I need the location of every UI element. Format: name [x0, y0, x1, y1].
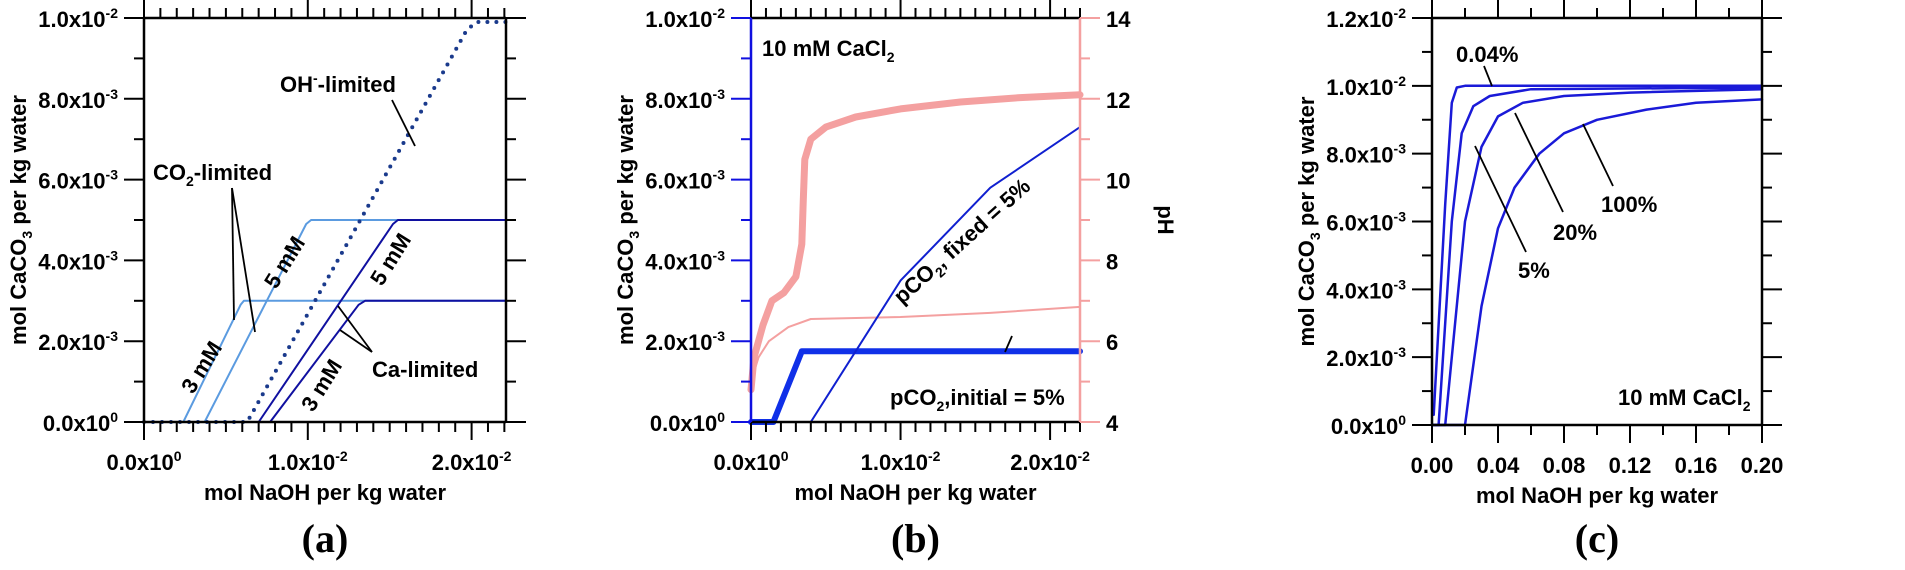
x-tick-label: 0.20: [1741, 453, 1784, 478]
y2-tick-label: 12: [1106, 88, 1130, 113]
x-tick-label: 0.08: [1543, 453, 1586, 478]
y-tick-label: 6.0x10-3: [38, 167, 118, 194]
series-line-20-: [1430, 87, 1764, 427]
panel-label: (c): [1575, 516, 1619, 561]
x-axis-title: mol NaOH per kg water: [204, 480, 447, 505]
x-tick-label: 0.00: [1411, 453, 1454, 478]
leader-line: [1474, 145, 1527, 253]
x-tick-label: 2.0x10-2: [432, 448, 512, 475]
y-tick-label: 6.0x10-3: [1326, 209, 1406, 236]
x-tick-label: 0.12: [1609, 453, 1652, 478]
y-tick-label: 6.0x10-3: [645, 167, 725, 194]
annotation-ca-limited: Ca-limited: [372, 357, 478, 382]
annotation-pco2-fixed: pCO2, fixed = 5%: [889, 173, 1038, 311]
y-tick-label: 0.0x100: [650, 409, 725, 436]
y-tick-label: 0.0x100: [43, 409, 118, 436]
y-tick-label: 4.0x10-3: [1326, 276, 1406, 303]
y-tick-label: 8.0x10-3: [1326, 141, 1406, 168]
x-tick-label: 2.0x10-2: [1010, 448, 1090, 475]
annotation-cacl2: 10 mM CaCl2: [762, 36, 895, 65]
leader-line: [231, 187, 256, 333]
x-axis-title: mol NaOH per kg water: [1476, 483, 1719, 508]
y-tick-label: 0.0x100: [1331, 412, 1406, 439]
annotation-co2-limited: CO2-limited: [153, 160, 272, 189]
panel-label: (b): [891, 516, 940, 561]
y-tick-label: 1.2x10-2: [1326, 5, 1406, 32]
y-tick-label: 1.0x10-2: [645, 5, 725, 32]
leader-line: [1483, 65, 1493, 87]
y-tick-label: 8.0x10-3: [645, 86, 725, 113]
leader-line: [1582, 123, 1614, 187]
leader-line: [339, 329, 373, 353]
y-tick-label: 2.0x10-3: [1326, 344, 1406, 371]
y2-tick-label: 6: [1106, 330, 1118, 355]
annotation-5pct: 5%: [1518, 258, 1550, 283]
series-line-5-: [1430, 86, 1764, 427]
y-tick-label: 4.0x10-3: [645, 247, 725, 274]
y2-tick-label: 10: [1106, 169, 1130, 194]
y-tick-label: 4.0x10-3: [38, 247, 118, 274]
series-line-0-04-: [1432, 84, 1764, 417]
leader-line: [1514, 112, 1564, 213]
leader-line: [231, 187, 235, 321]
annotation-pco2-initial: pCO2,initial = 5%: [890, 385, 1065, 414]
x-axis-title: mol NaOH per kg water: [794, 480, 1037, 505]
y-axis-title: mol CaCO3 per kg water: [6, 95, 35, 345]
chart-panel-b: 0.0x100 1.0x10-2 2.0x10-2 0.0x100 2.0x10-3 4.…: [613, 0, 1178, 561]
series-line-100-: [1430, 98, 1764, 427]
x-tick-label: 1.0x10-2: [861, 448, 941, 475]
x-tick-label: 0.0x100: [106, 448, 181, 475]
x-tick-label: 0.0x100: [713, 448, 788, 475]
annotation-3mm-co2: 3 mM: [176, 337, 227, 398]
x-tick-label: 0.04: [1477, 453, 1521, 478]
series-line-ph-pco2-fixed-5-: [750, 305, 1081, 383]
series-line-ph-pco2-initial-5-: [747, 91, 1084, 394]
y2-tick-label: 4: [1106, 411, 1119, 436]
leader-line: [337, 305, 373, 353]
annotation-0-04pct: 0.04%: [1456, 42, 1518, 67]
x-tick-label: 0.16: [1675, 453, 1718, 478]
chart-panel-a: 0.0x100 1.0x10-2 2.0x10-2 0.0x100 2.0x10-3 4.…: [6, 0, 526, 561]
leader-line: [391, 99, 416, 147]
annotation-5mm-co2: 5 mM: [259, 232, 310, 293]
y-tick-label: 2.0x10-3: [38, 328, 118, 355]
annotation-oh-limited: OH--limited: [280, 70, 396, 97]
annotation-3mm-ca: 3 mM: [296, 355, 347, 416]
y2-tick-label: 14: [1106, 7, 1131, 32]
x-tick-label: 1.0x10-2: [268, 448, 348, 475]
y-tick-label: 8.0x10-3: [38, 86, 118, 113]
y2-axis-title: pH: [1153, 205, 1178, 234]
annotation-5mm-ca: 5 mM: [365, 229, 416, 290]
series-line-oh-limited: [142, 20, 508, 424]
y-tick-label: 2.0x10-3: [645, 328, 725, 355]
y2-tick-label: 8: [1106, 249, 1118, 274]
annotation-cacl2: 10 mM CaCl2: [1618, 385, 1751, 414]
leader-line: [1004, 335, 1013, 353]
y-tick-label: 1.0x10-2: [38, 5, 118, 32]
panel-label: (a): [302, 516, 349, 561]
y-axis-title: mol CaCO3 per kg water: [613, 95, 642, 345]
annotation-100pct: 100%: [1601, 192, 1657, 217]
y-tick-label: 1.0x10-2: [1326, 73, 1406, 100]
annotation-20pct: 20%: [1553, 220, 1597, 245]
chart-panel-c: 0.00 0.04 0.08 0.12 0.16 0.20 0.0x100 2.0x10-3 4…: [1294, 0, 1783, 561]
y-axis-title: mol CaCO3 per kg water: [1294, 96, 1323, 346]
